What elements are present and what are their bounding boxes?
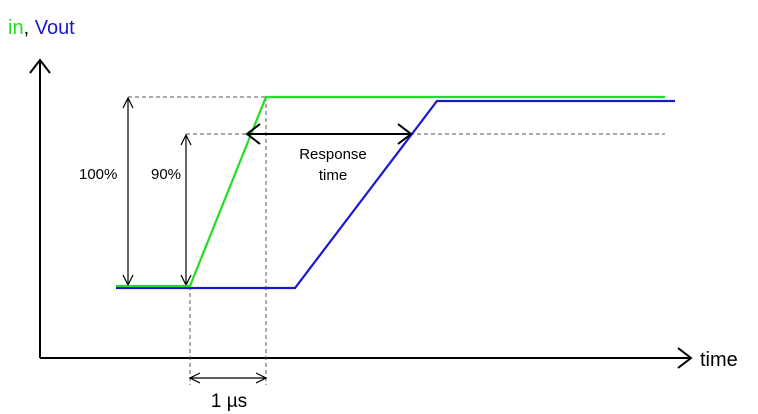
y-axis-arrowhead <box>29 58 51 74</box>
response-time-label-line2: time <box>319 167 347 184</box>
x-axis-arrowhead <box>677 347 693 369</box>
label-90-percent: 90% <box>151 166 181 183</box>
output-signal-line <box>116 99 675 290</box>
title-in-label: in <box>8 17 24 39</box>
response-time-arrow <box>245 123 413 145</box>
x-axis-label: time <box>700 349 738 371</box>
input-signal-line <box>116 95 665 288</box>
amplitude-90-arrow <box>180 133 192 287</box>
diagram-title: in, Vout <box>8 17 75 39</box>
title-vout-label: Vout <box>35 17 75 39</box>
amplitude-100-arrow <box>122 96 134 287</box>
title-separator: , <box>24 17 35 39</box>
response-time-label-line1: Response <box>299 146 367 163</box>
axes: time <box>29 58 738 371</box>
label-100-percent: 100% <box>79 166 117 183</box>
rise-time-arrow <box>188 372 268 384</box>
rise-time-label: 1 µs <box>211 391 247 412</box>
